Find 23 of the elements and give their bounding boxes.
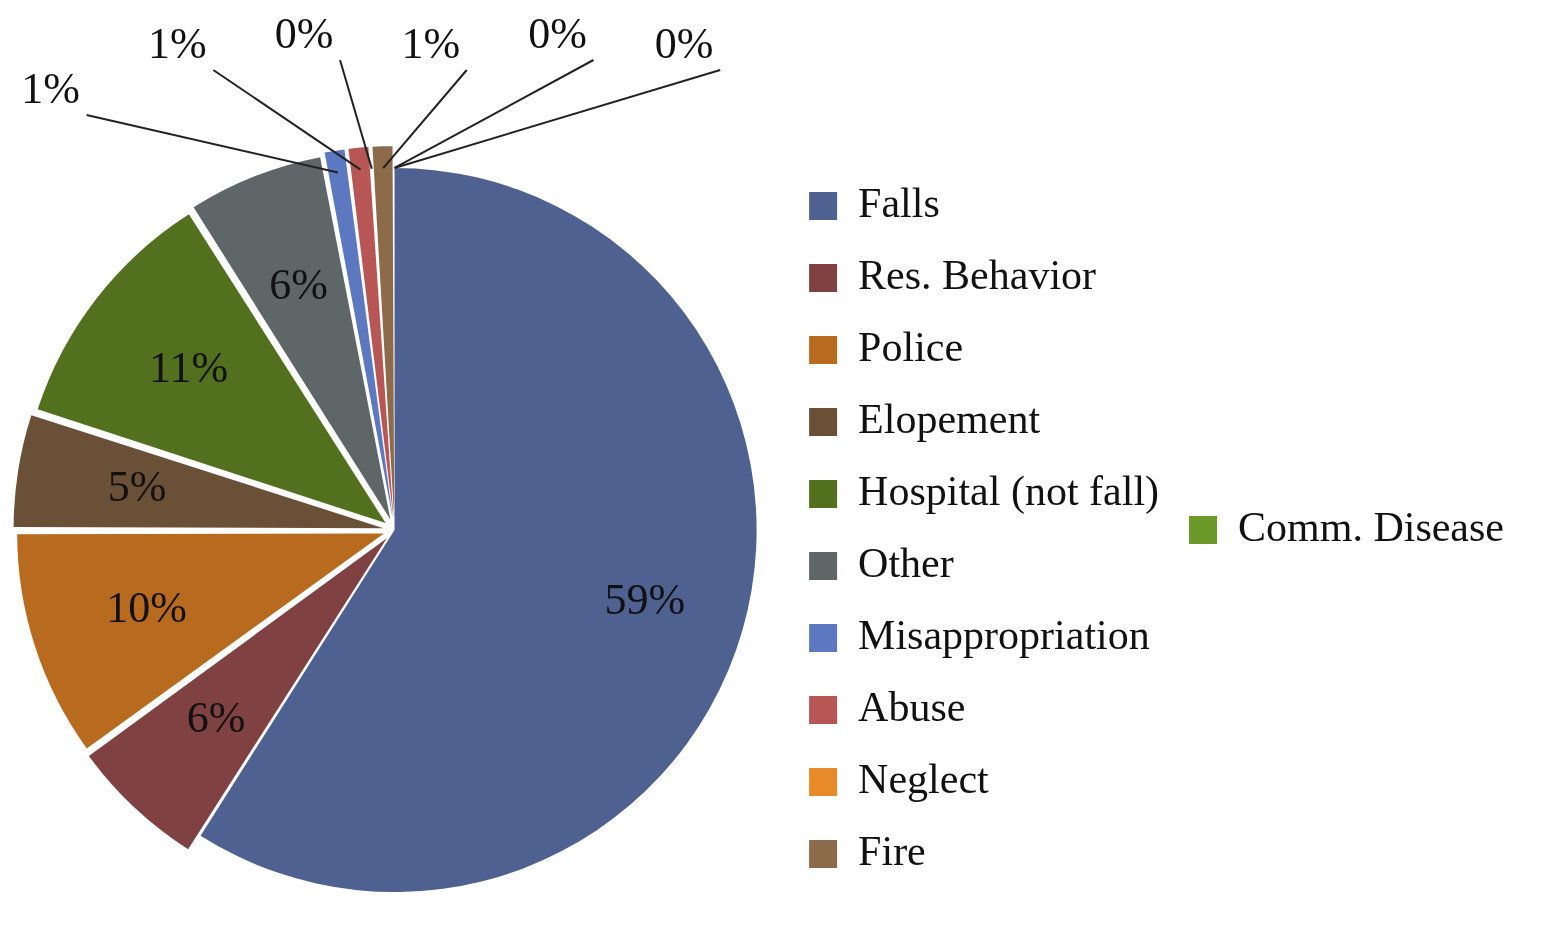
legend-label: Misappropriation [858, 612, 1150, 659]
data-label: 1% [21, 63, 80, 113]
data-label: 5% [107, 461, 167, 511]
data-label: 11% [149, 342, 229, 392]
legend-label: Hospital (not fall) [858, 468, 1160, 516]
legend-label: Abuse [858, 684, 966, 731]
data-label: 10% [106, 583, 187, 633]
legend-label: Falls [858, 180, 940, 227]
legend-label: Res. Behavior [858, 252, 1097, 299]
data-label: 59% [604, 575, 686, 625]
legend-label: Elopement [858, 396, 1041, 443]
data-label: 1% [401, 18, 461, 68]
legend-label: Fire [858, 828, 926, 875]
text: 0% [274, 8, 334, 58]
text: 0% [654, 18, 714, 68]
text: 0% [528, 8, 587, 58]
data-label: 6% [269, 260, 328, 310]
data-label: 1% [147, 18, 207, 68]
legend-label: Neglect [858, 756, 990, 803]
legend-label: Comm. Disease [1238, 504, 1504, 551]
legend-label: Other [858, 540, 954, 587]
legend-label: Police [858, 324, 964, 371]
data-label: 6% [186, 692, 246, 742]
